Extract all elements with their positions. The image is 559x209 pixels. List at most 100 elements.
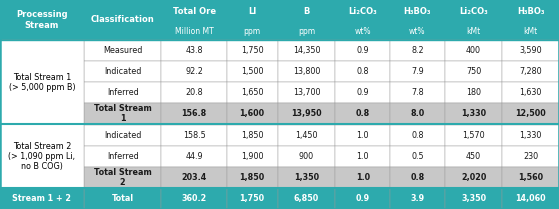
Bar [503, 188, 559, 209]
Text: 0.8: 0.8 [410, 173, 424, 182]
Bar [503, 146, 559, 167]
Bar [162, 167, 227, 188]
Text: 44.9: 44.9 [185, 152, 203, 161]
Bar [503, 125, 559, 146]
Text: 13,950: 13,950 [291, 110, 322, 119]
Bar [227, 61, 278, 82]
Bar [503, 103, 559, 125]
Bar [445, 40, 503, 61]
Text: B: B [304, 7, 310, 16]
Bar [390, 40, 445, 61]
Text: 0.9: 0.9 [357, 46, 369, 55]
Bar [390, 125, 445, 146]
Text: 92.2: 92.2 [185, 67, 203, 76]
Text: Million MT: Million MT [175, 27, 214, 36]
Bar [84, 61, 162, 82]
Text: Li₂CO₃: Li₂CO₃ [348, 7, 377, 16]
Text: 158.5: 158.5 [183, 131, 206, 140]
Text: Total Stream 1
(> 5,000 ppm B): Total Stream 1 (> 5,000 ppm B) [8, 73, 75, 92]
Bar [390, 103, 445, 125]
Text: 12,500: 12,500 [515, 110, 546, 119]
Text: Total Stream
1: Total Stream 1 [94, 104, 151, 124]
Bar [335, 82, 390, 103]
Text: 3,350: 3,350 [461, 194, 486, 203]
Text: 360.2: 360.2 [182, 194, 207, 203]
Bar [278, 82, 335, 103]
Text: Stream 1 + 2: Stream 1 + 2 [12, 194, 72, 203]
Text: Inferred: Inferred [107, 152, 139, 161]
Text: 1,850: 1,850 [241, 131, 263, 140]
Text: 20.8: 20.8 [185, 88, 203, 97]
Bar [335, 125, 390, 146]
Text: 1.0: 1.0 [356, 173, 370, 182]
Bar [162, 103, 227, 125]
Bar [227, 103, 278, 125]
Text: 8.0: 8.0 [410, 110, 424, 119]
Text: 7.9: 7.9 [411, 67, 424, 76]
Text: 1,750: 1,750 [241, 46, 263, 55]
Bar [227, 146, 278, 167]
Text: 1,750: 1,750 [240, 194, 265, 203]
Text: 2,020: 2,020 [461, 173, 486, 182]
Bar [162, 146, 227, 167]
Text: 203.4: 203.4 [182, 173, 207, 182]
Text: wt%: wt% [409, 27, 425, 36]
Bar [503, 40, 559, 61]
Bar [390, 146, 445, 167]
Text: Total Stream
2: Total Stream 2 [94, 168, 151, 187]
Text: Processing
Stream: Processing Stream [16, 10, 68, 29]
Bar [335, 188, 390, 209]
Text: 14,350: 14,350 [293, 46, 320, 55]
Text: kMt: kMt [524, 27, 538, 36]
Bar [445, 188, 503, 209]
Bar [503, 82, 559, 103]
Bar [227, 82, 278, 103]
Bar [278, 125, 335, 146]
Bar [0, 40, 84, 125]
Bar [278, 103, 335, 125]
Bar [0, 188, 84, 209]
Bar [503, 167, 559, 188]
Text: Inferred: Inferred [107, 88, 139, 97]
Bar [162, 188, 227, 209]
Bar [445, 82, 503, 103]
Bar [162, 125, 227, 146]
Text: 13,800: 13,800 [293, 67, 320, 76]
Text: wt%: wt% [354, 27, 371, 36]
Text: 8.2: 8.2 [411, 46, 424, 55]
Bar [227, 125, 278, 146]
Bar [84, 125, 162, 146]
Bar [445, 125, 503, 146]
Bar [278, 146, 335, 167]
Bar [84, 103, 162, 125]
Bar [0, 0, 559, 40]
Bar [445, 61, 503, 82]
Text: 0.9: 0.9 [357, 88, 369, 97]
Bar [84, 40, 162, 61]
Text: 230: 230 [523, 152, 538, 161]
Bar [162, 82, 227, 103]
Text: 14,060: 14,060 [515, 194, 546, 203]
Text: 450: 450 [466, 152, 481, 161]
Text: Total: Total [112, 194, 134, 203]
Bar [445, 103, 503, 125]
Text: Indicated: Indicated [104, 67, 141, 76]
Text: 1,330: 1,330 [461, 110, 486, 119]
Text: 1,570: 1,570 [462, 131, 485, 140]
Bar [390, 61, 445, 82]
Text: Classification: Classification [91, 15, 154, 24]
Text: 400: 400 [466, 46, 481, 55]
Text: ppm: ppm [244, 27, 260, 36]
Text: 750: 750 [466, 67, 481, 76]
Text: 3.9: 3.9 [410, 194, 424, 203]
Text: 900: 900 [299, 152, 314, 161]
Text: 156.8: 156.8 [182, 110, 207, 119]
Text: Total Stream 2
(> 1,090 ppm Li,
no B COG): Total Stream 2 (> 1,090 ppm Li, no B COG… [8, 142, 75, 171]
Text: 1,650: 1,650 [241, 88, 263, 97]
Bar [335, 61, 390, 82]
Text: 1,560: 1,560 [518, 173, 543, 182]
Text: 1,850: 1,850 [240, 173, 265, 182]
Bar [335, 167, 390, 188]
Bar [162, 40, 227, 61]
Text: 0.5: 0.5 [411, 152, 424, 161]
